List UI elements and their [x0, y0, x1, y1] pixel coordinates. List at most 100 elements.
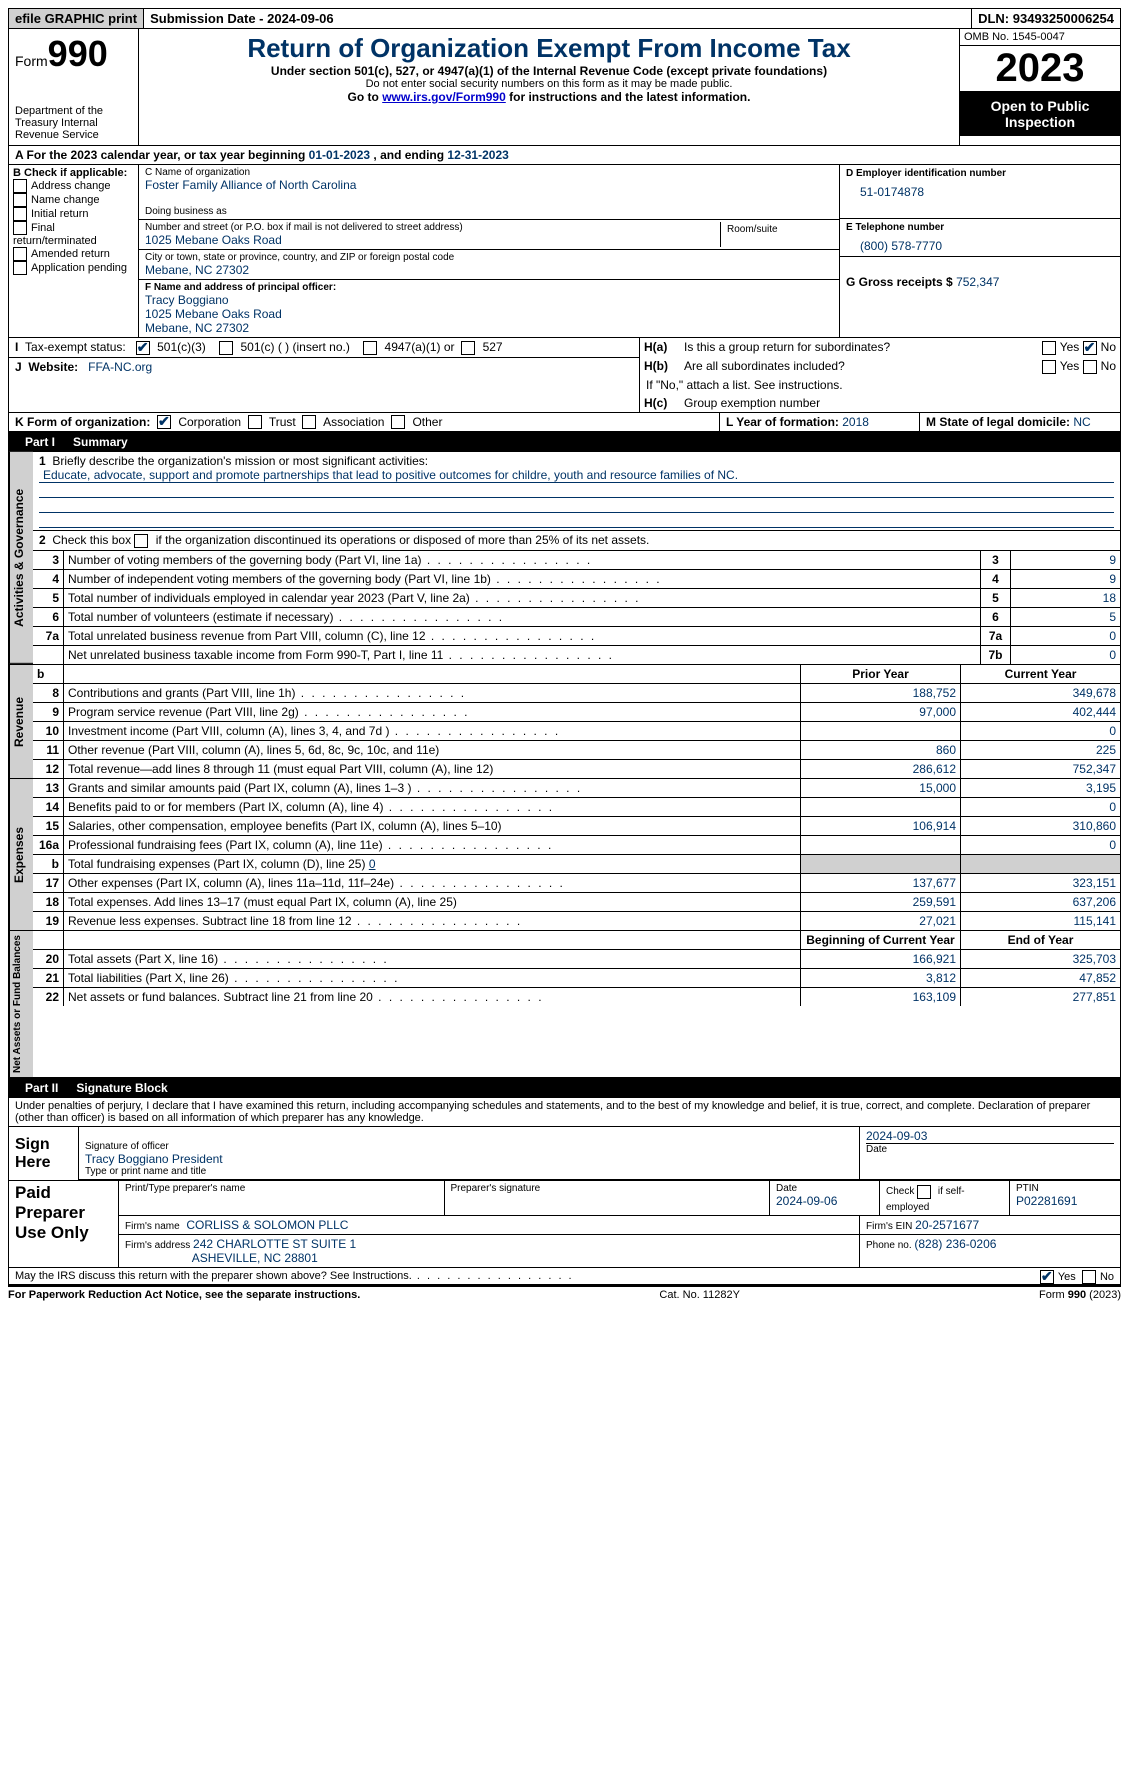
l10-curr: 0	[960, 722, 1120, 740]
l12-prior: 286,612	[800, 760, 960, 778]
chk-self-employed[interactable]	[917, 1185, 931, 1199]
chk-other[interactable]	[391, 415, 405, 429]
l1-text: Briefly describe the organization's miss…	[52, 454, 428, 468]
l15-curr: 310,860	[960, 817, 1120, 835]
l17-text: Other expenses (Part IX, column (A), lin…	[63, 874, 800, 892]
submission-date: Submission Date - 2024-09-06	[144, 9, 972, 28]
l5-value: 18	[1010, 589, 1120, 607]
sidelabel-rev: Revenue	[9, 665, 33, 778]
sig-date: 2024-09-03	[866, 1129, 1114, 1144]
l7b-value: 0	[1010, 646, 1120, 664]
l3-ref: 3	[980, 551, 1010, 569]
chk-527[interactable]	[461, 341, 475, 355]
sign-here-label: Sign Here	[9, 1127, 79, 1180]
l9-num: 9	[33, 703, 63, 721]
tax-status-row: I Tax-exempt status: 501(c)(3) 501(c) ( …	[9, 338, 639, 358]
ptin-label: PTIN	[1016, 1183, 1114, 1194]
chk-hb-no[interactable]	[1083, 360, 1097, 374]
chk-4947[interactable]	[363, 341, 377, 355]
footer-mid: Cat. No. 11282Y	[659, 1289, 740, 1301]
fein-label: Firm's EIN	[866, 1221, 915, 1232]
faddr-label: Firm's address	[125, 1240, 193, 1251]
chk-ha-no[interactable]	[1083, 341, 1097, 355]
gross-label: G Gross receipts $	[846, 275, 956, 289]
ha-text: Is this a group return for subordinates?	[680, 338, 1000, 357]
l12-curr: 752,347	[960, 760, 1120, 778]
pdate-label: Date	[776, 1183, 873, 1194]
paid-preparer-block: Paid Preparer Use Only Print/Type prepar…	[8, 1181, 1121, 1267]
street-label: Number and street (or P.O. box if mail i…	[145, 222, 720, 233]
form-title-cell: Return of Organization Exempt From Incom…	[139, 29, 960, 146]
officer-signature-cell: Signature of officer Tracy Boggiano Pres…	[79, 1127, 860, 1179]
website-value: FFA-NC.org	[88, 360, 152, 374]
firm-value: CORLISS & SOLOMON PLLC	[186, 1218, 348, 1232]
l17-prior: 137,677	[800, 874, 960, 892]
form-subtitle-3: Go to www.irs.gov/Form990 for instructio…	[145, 90, 953, 104]
chk-app-pending[interactable]	[13, 261, 27, 275]
efile-print-button[interactable]: efile GRAPHIC print	[9, 9, 144, 28]
chk-501c3[interactable]	[136, 341, 150, 355]
chk-final-return[interactable]	[13, 221, 27, 235]
chk-discuss-yes[interactable]	[1040, 1270, 1054, 1284]
website-row: J Website: FFA-NC.org	[9, 358, 639, 376]
org-name-cell: C Name of organization Foster Family All…	[139, 165, 839, 220]
chk-501c[interactable]	[219, 341, 233, 355]
L-value: 2018	[842, 415, 869, 429]
mission-blank1	[39, 483, 1114, 498]
l19-curr: 115,141	[960, 912, 1120, 930]
penalties-statement: Under penalties of perjury, I declare th…	[8, 1098, 1121, 1127]
lbl-address-change: Address change	[31, 180, 111, 192]
ein-cell: D Employer identification number 51-0174…	[840, 165, 1120, 219]
lbl-4947: 4947(a)(1) or	[385, 340, 455, 354]
chk-corp[interactable]	[157, 415, 171, 429]
l18-text: Total expenses. Add lines 13–17 (must eq…	[63, 893, 800, 911]
l7b-text: Net unrelated business taxable income fr…	[63, 646, 980, 664]
l11-num: 11	[33, 741, 63, 759]
l9-prior: 97,000	[800, 703, 960, 721]
chk-trust[interactable]	[248, 415, 262, 429]
sig-name: Tracy Boggiano President	[85, 1152, 853, 1166]
tax-status-label: Tax-exempt status:	[25, 340, 126, 354]
part1-title: Summary	[73, 435, 128, 449]
rowk-label: K Form of organization:	[15, 415, 150, 429]
chk-assoc[interactable]	[302, 415, 316, 429]
l11-text: Other revenue (Part VIII, column (A), li…	[63, 741, 800, 759]
chk-address-change[interactable]	[13, 179, 27, 193]
lbl-amended-return: Amended return	[31, 248, 110, 260]
l19-text: Revenue less expenses. Subtract line 18 …	[63, 912, 800, 930]
l16a-curr: 0	[960, 836, 1120, 854]
tax-status-website: I Tax-exempt status: 501(c)(3) 501(c) ( …	[9, 338, 640, 412]
goto-prefix: Go to	[348, 90, 383, 104]
l16a-prior	[800, 836, 960, 854]
chk-amended-return[interactable]	[13, 247, 27, 261]
chk-name-change[interactable]	[13, 193, 27, 207]
lbl-trust: Trust	[269, 415, 296, 429]
chk-hb-yes[interactable]	[1042, 360, 1056, 374]
l14-prior	[800, 798, 960, 816]
chk-discontinued[interactable]	[134, 534, 148, 548]
chk-ha-yes[interactable]	[1042, 341, 1056, 355]
l4-value: 9	[1010, 570, 1120, 588]
l3-value: 9	[1010, 551, 1120, 569]
l12-num: 12	[33, 760, 63, 778]
chk-discuss-no[interactable]	[1082, 1270, 1096, 1284]
l14-text: Benefits paid to or for members (Part IX…	[63, 798, 800, 816]
l15-num: 15	[33, 817, 63, 835]
l16b-value: 0	[369, 857, 376, 871]
part1-label: Part I	[17, 435, 63, 449]
l21-text: Total liabilities (Part X, line 26)	[63, 969, 800, 987]
mission-blank3	[39, 513, 1114, 528]
form-word: Form	[15, 53, 48, 69]
page-footer: For Paperwork Reduction Act Notice, see …	[8, 1285, 1121, 1301]
lbl-501c: 501(c) ( ) (insert no.)	[240, 340, 349, 354]
lbl-ha-yes: Yes	[1060, 340, 1080, 354]
l9-text: Program service revenue (Part VIII, line…	[63, 703, 800, 721]
l7a-ref: 7a	[980, 627, 1010, 645]
irs-link[interactable]: www.irs.gov/Form990	[382, 90, 506, 104]
sidelabel-na: Net Assets or Fund Balances	[9, 931, 33, 1077]
top-bar: efile GRAPHIC print Submission Date - 20…	[8, 8, 1121, 29]
chk-initial-return[interactable]	[13, 207, 27, 221]
lbl-initial-return: Initial return	[31, 208, 88, 220]
hb-note: If "No," attach a list. See instructions…	[640, 376, 1120, 394]
ptin-value: P02281691	[1016, 1194, 1114, 1208]
